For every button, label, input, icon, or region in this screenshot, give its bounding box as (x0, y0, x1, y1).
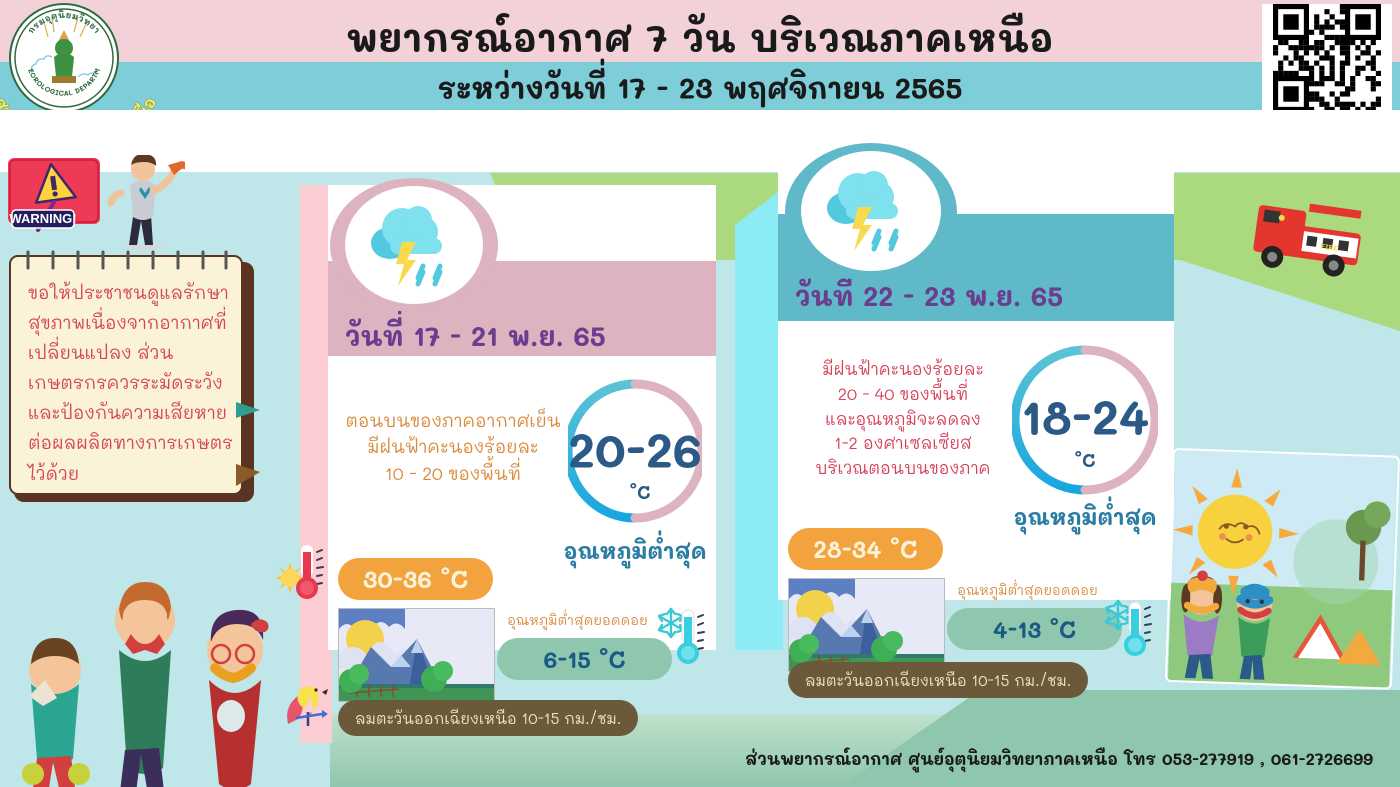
svg-text:WARNING!: WARNING! (9, 211, 76, 226)
